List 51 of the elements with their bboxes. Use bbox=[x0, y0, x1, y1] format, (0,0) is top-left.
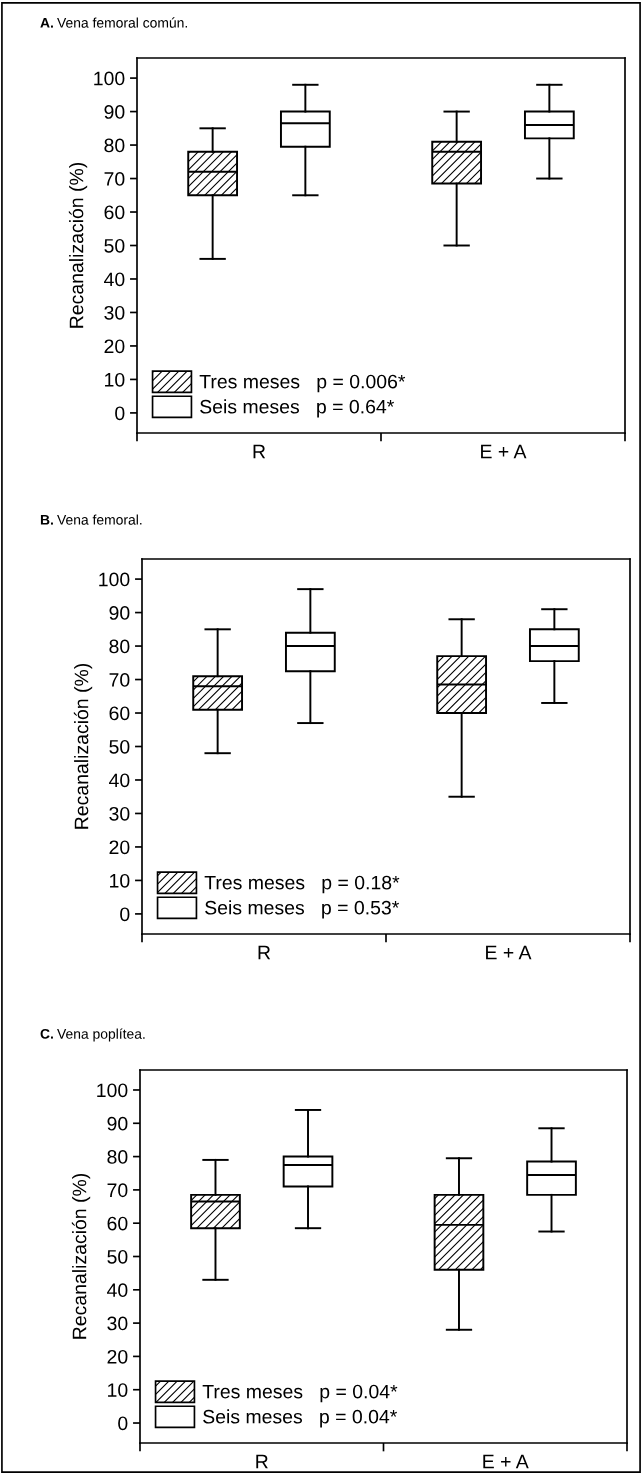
y-tick-label: 70 bbox=[109, 673, 130, 687]
y-tick-label: 90 bbox=[109, 606, 130, 620]
y-tick-label: 30 bbox=[107, 1316, 128, 1331]
legend-label: Seis meses p = 0.53* bbox=[205, 900, 400, 919]
y-tick-label: 50 bbox=[104, 238, 125, 253]
y-tick-label: 100 bbox=[97, 1083, 128, 1098]
legend-label: Tres meses p = 0.006* bbox=[199, 374, 406, 393]
y-tick-label: 0 bbox=[118, 1416, 128, 1431]
y-tick-label: 10 bbox=[108, 1383, 128, 1397]
y-tick-label: 30 bbox=[104, 305, 125, 320]
y-tick-label: 70 bbox=[107, 1183, 128, 1198]
y-axis-title: Recanalización (%) bbox=[68, 162, 88, 328]
y-tick-label: 80 bbox=[107, 1150, 128, 1164]
y-tick-label: 20 bbox=[109, 840, 130, 855]
legend-label: Seis meses p = 0.04* bbox=[203, 1409, 398, 1428]
x-tick-label: E + A bbox=[483, 1454, 529, 1469]
x-tick-label: R bbox=[258, 945, 271, 960]
y-tick-label: 80 bbox=[109, 639, 130, 654]
y-tick-label: 100 bbox=[99, 572, 130, 587]
y-axis-title: Recanalización (%) bbox=[71, 1173, 91, 1339]
y-tick-label: 10 bbox=[105, 372, 125, 387]
y-tick-label: 40 bbox=[104, 272, 125, 287]
y-tick-label: 20 bbox=[107, 1349, 128, 1364]
chart-title: B. Vena femoral. bbox=[40, 514, 142, 525]
x-tick-label: E + A bbox=[481, 444, 527, 459]
y-tick-label: 30 bbox=[109, 806, 130, 821]
y-tick-label: 50 bbox=[107, 1249, 128, 1264]
legend-label: Tres meses p = 0.04* bbox=[202, 1384, 398, 1403]
y-tick-label: 80 bbox=[104, 138, 125, 153]
x-tick-label: R bbox=[253, 444, 266, 459]
x-tick-label: E + A bbox=[486, 945, 532, 960]
chart-title: C. Vena poplítea. bbox=[40, 1028, 145, 1042]
y-tick-label: 10 bbox=[110, 873, 130, 888]
y-tick-label: 100 bbox=[94, 71, 125, 86]
x-tick-label: R bbox=[256, 1454, 268, 1469]
legend-label: Seis meses p = 0.64* bbox=[200, 399, 395, 418]
y-tick-label: 90 bbox=[104, 105, 125, 119]
y-tick-label: 40 bbox=[109, 773, 130, 788]
legend-label: Tres meses p = 0.18* bbox=[204, 875, 400, 894]
y-tick-label: 90 bbox=[107, 1116, 128, 1131]
chart-title: A. Vena femoral común. bbox=[40, 17, 187, 28]
y-tick-label: 70 bbox=[104, 172, 125, 186]
y-tick-label: 60 bbox=[107, 1216, 128, 1231]
y-tick-label: 60 bbox=[104, 205, 125, 220]
y-tick-label: 60 bbox=[109, 706, 130, 721]
y-tick-label: 20 bbox=[104, 339, 125, 354]
y-tick-label: 40 bbox=[107, 1283, 128, 1298]
y-tick-label: 0 bbox=[120, 907, 130, 922]
y-tick-label: 50 bbox=[109, 739, 130, 754]
y-tick-label: 0 bbox=[115, 406, 125, 421]
y-axis-title: Recanalización (%) bbox=[73, 663, 93, 829]
